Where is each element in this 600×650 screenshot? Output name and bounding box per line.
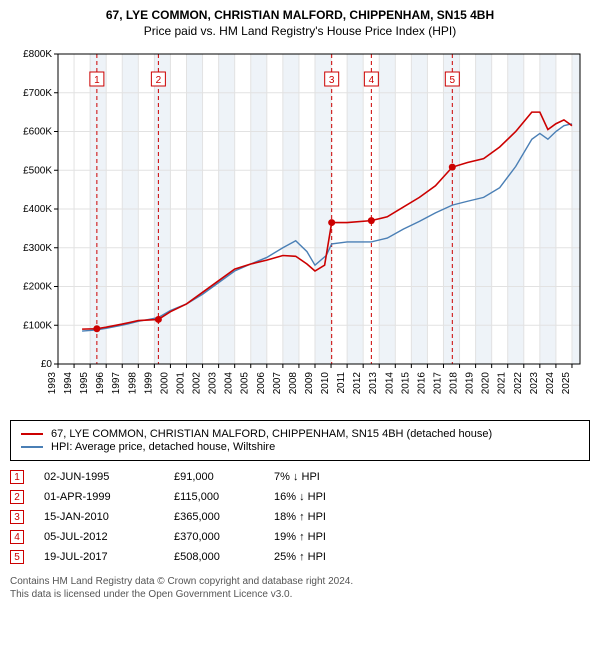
svg-text:£100K: £100K [23,320,52,331]
svg-text:2017: 2017 [432,372,443,395]
event-row: 3 15-JAN-2010£365,00018% ↑ HPI [10,507,590,527]
chart-title: 67, LYE COMMON, CHRISTIAN MALFORD, CHIPP… [10,8,590,22]
svg-text:2025: 2025 [561,372,572,395]
event-pct: 19% ↑ HPI [274,531,394,543]
svg-text:2010: 2010 [320,372,331,395]
svg-text:2009: 2009 [304,372,315,395]
event-price: £365,000 [174,511,274,523]
svg-text:1995: 1995 [79,372,90,395]
svg-text:2012: 2012 [352,372,363,395]
event-date: 01-APR-1999 [44,491,174,503]
svg-text:£400K: £400K [23,204,52,215]
chart-container: 67, LYE COMMON, CHRISTIAN MALFORD, CHIPP… [0,0,600,611]
chart-plot: £0 £100K £200K £300K £400K £500K £600K £700K £80… [10,44,590,414]
svg-text:2: 2 [156,75,162,86]
event-row: 2 01-APR-1999£115,00016% ↓ HPI [10,487,590,507]
svg-text:4: 4 [369,75,375,86]
event-marker-number: 2 [10,490,24,504]
svg-text:£0: £0 [41,359,53,370]
svg-text:1993: 1993 [47,372,58,395]
svg-text:2000: 2000 [159,372,170,395]
svg-text:2022: 2022 [513,372,524,395]
svg-text:2015: 2015 [400,372,411,395]
svg-text:£500K: £500K [23,165,52,176]
svg-text:£200K: £200K [23,282,52,293]
svg-text:2023: 2023 [529,372,540,395]
svg-text:2011: 2011 [336,372,347,394]
event-pct: 7% ↓ HPI [274,471,394,483]
svg-text:2002: 2002 [192,372,203,395]
legend-label: 67, LYE COMMON, CHRISTIAN MALFORD, CHIPP… [51,428,492,440]
svg-text:2016: 2016 [416,372,427,395]
svg-text:1994: 1994 [63,372,74,395]
chart-subtitle: Price paid vs. HM Land Registry's House … [10,24,590,38]
footer: Contains HM Land Registry data © Crown c… [10,575,590,601]
events-table: 102-JUN-1995£91,0007% ↓ HPI201-APR-1999£… [10,467,590,567]
event-marker-number: 1 [10,470,24,484]
event-date: 15-JAN-2010 [44,511,174,523]
event-row: 5 19-JUL-2017£508,00025% ↑ HPI [10,547,590,567]
svg-text:1998: 1998 [127,372,138,395]
svg-text:5: 5 [450,75,456,86]
svg-text:2006: 2006 [256,372,267,395]
svg-text:2021: 2021 [497,372,508,395]
svg-text:£300K: £300K [23,243,52,254]
footer-line: Contains HM Land Registry data © Crown c… [10,575,590,588]
svg-text:2020: 2020 [481,372,492,395]
event-price: £370,000 [174,531,274,543]
svg-text:2019: 2019 [465,372,476,395]
event-pct: 16% ↓ HPI [274,491,394,503]
event-row: 4 05-JUL-2012£370,00019% ↑ HPI [10,527,590,547]
svg-text:2008: 2008 [288,372,299,395]
svg-text:2024: 2024 [545,372,556,395]
svg-text:2014: 2014 [384,372,395,395]
svg-text:£600K: £600K [23,127,52,138]
event-date: 05-JUL-2012 [44,531,174,543]
svg-text:£700K: £700K [23,88,52,99]
legend-swatch [21,433,43,435]
svg-text:1: 1 [94,75,100,86]
legend: 67, LYE COMMON, CHRISTIAN MALFORD, CHIPP… [10,420,590,461]
svg-text:2018: 2018 [449,372,460,395]
chart-svg: £0 £100K £200K £300K £400K £500K £600K £700K £80… [10,44,590,414]
event-marker-number: 4 [10,530,24,544]
event-date: 02-JUN-1995 [44,471,174,483]
svg-text:2005: 2005 [240,372,251,395]
event-pct: 25% ↑ HPI [274,551,394,563]
svg-text:£800K: £800K [23,49,52,60]
footer-line: This data is licensed under the Open Gov… [10,588,590,601]
legend-label: HPI: Average price, detached house, Wilt… [51,441,275,453]
svg-text:2007: 2007 [272,372,283,395]
event-date: 19-JUL-2017 [44,551,174,563]
event-price: £115,000 [174,491,274,503]
svg-text:2001: 2001 [175,372,186,395]
svg-text:2003: 2003 [208,372,219,395]
svg-text:2004: 2004 [224,372,235,395]
legend-swatch [21,446,43,448]
event-price: £508,000 [174,551,274,563]
svg-text:1999: 1999 [143,372,154,395]
legend-item: 67, LYE COMMON, CHRISTIAN MALFORD, CHIPP… [21,428,579,440]
svg-text:3: 3 [329,75,335,86]
svg-text:2013: 2013 [368,372,379,395]
svg-text:1996: 1996 [95,372,106,395]
event-row: 1 02-JUN-1995£91,0007% ↓ HPI [10,467,590,487]
event-marker-number: 5 [10,550,24,564]
legend-item: HPI: Average price, detached house, Wilt… [21,441,579,453]
svg-text:1997: 1997 [111,372,122,395]
event-marker-number: 3 [10,510,24,524]
event-pct: 18% ↑ HPI [274,511,394,523]
event-price: £91,000 [174,471,274,483]
